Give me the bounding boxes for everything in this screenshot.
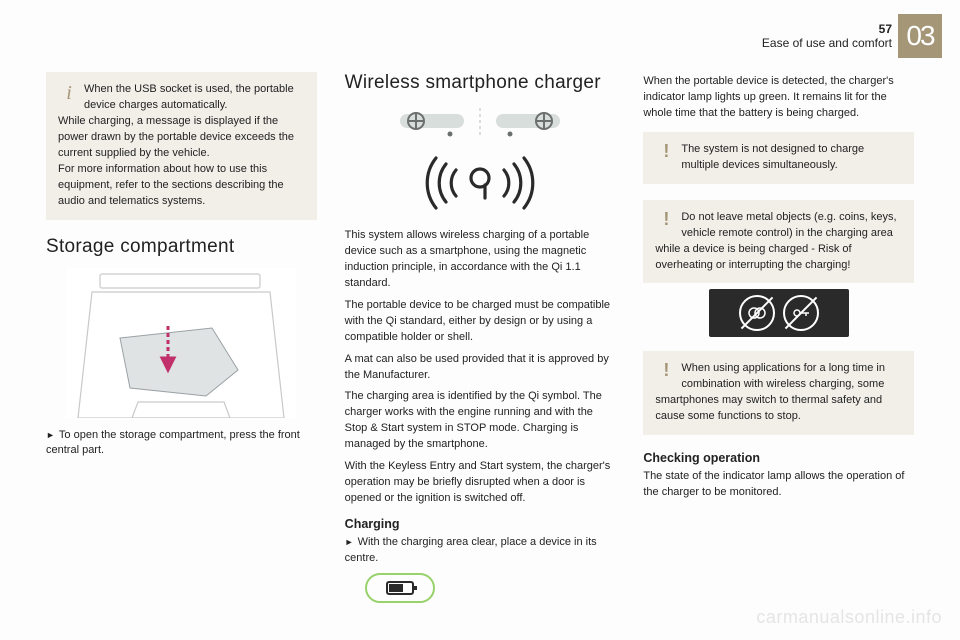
warning-icon: ! bbox=[655, 142, 677, 170]
qi-icon bbox=[420, 148, 540, 218]
wireless-p5: With the Keyless Entry and Start system,… bbox=[345, 459, 616, 507]
charging-pill-figure bbox=[345, 573, 616, 603]
wireless-p2: The portable device to be charged must b… bbox=[345, 298, 616, 346]
info-text: When the USB socket is used, the portabl… bbox=[58, 83, 294, 207]
page-header: 57 Ease of use and comfort 03 bbox=[762, 14, 942, 58]
info-icon: i bbox=[58, 82, 80, 110]
column-3: When the portable device is detected, th… bbox=[643, 72, 914, 613]
checking-heading: Checking operation bbox=[643, 451, 914, 465]
chapter-badge: 03 bbox=[898, 14, 942, 58]
warning-text-2: Do not leave metal objects (e.g. coins, … bbox=[655, 211, 896, 271]
no-keys-icon bbox=[783, 295, 819, 331]
battery-indicator-icon bbox=[365, 573, 435, 603]
col3-intro: When the portable device is detected, th… bbox=[643, 74, 914, 122]
storage-caption: To open the storage compartment, press t… bbox=[46, 428, 317, 460]
storage-illustration bbox=[66, 268, 296, 418]
warning-icon: ! bbox=[655, 210, 677, 238]
warning-box-2: ! Do not leave metal objects (e.g. coins… bbox=[643, 200, 914, 284]
charging-heading: Charging bbox=[345, 517, 616, 531]
section-name: Ease of use and comfort bbox=[762, 36, 892, 50]
warning-text-1: The system is not designed to charge mul… bbox=[681, 143, 864, 171]
checking-body: The state of the indicator lamp allows t… bbox=[643, 469, 914, 501]
warning-box-3: ! When using applications for a long tim… bbox=[643, 351, 914, 435]
header-text: 57 Ease of use and comfort bbox=[762, 22, 892, 51]
warning-icon: ! bbox=[655, 361, 677, 389]
wireless-heading: Wireless smartphone charger bbox=[345, 72, 616, 94]
wireless-p3: A mat can also be used provided that it … bbox=[345, 352, 616, 384]
wireless-p1: This system allows wireless charging of … bbox=[345, 228, 616, 292]
no-coins-icon bbox=[739, 295, 775, 331]
column-2: Wireless smartphone charger bbox=[345, 72, 616, 613]
content-columns: i When the USB socket is used, the porta… bbox=[46, 72, 914, 613]
wireless-figure bbox=[345, 104, 616, 218]
wireless-p4: The charging area is identified by the Q… bbox=[345, 389, 616, 453]
warning-box-1: ! The system is not designed to charge m… bbox=[643, 132, 914, 184]
charging-bullet: With the charging area clear, place a de… bbox=[345, 535, 616, 567]
prohibit-icons-panel bbox=[709, 289, 849, 337]
storage-figure bbox=[46, 268, 317, 418]
page-number: 57 bbox=[762, 22, 892, 36]
storage-heading: Storage compartment bbox=[46, 236, 317, 258]
info-box-usb: i When the USB socket is used, the porta… bbox=[46, 72, 317, 220]
warning-text-3: When using applications for a long time … bbox=[655, 362, 885, 422]
dashboard-icon bbox=[390, 104, 570, 142]
column-1: i When the USB socket is used, the porta… bbox=[46, 72, 317, 613]
